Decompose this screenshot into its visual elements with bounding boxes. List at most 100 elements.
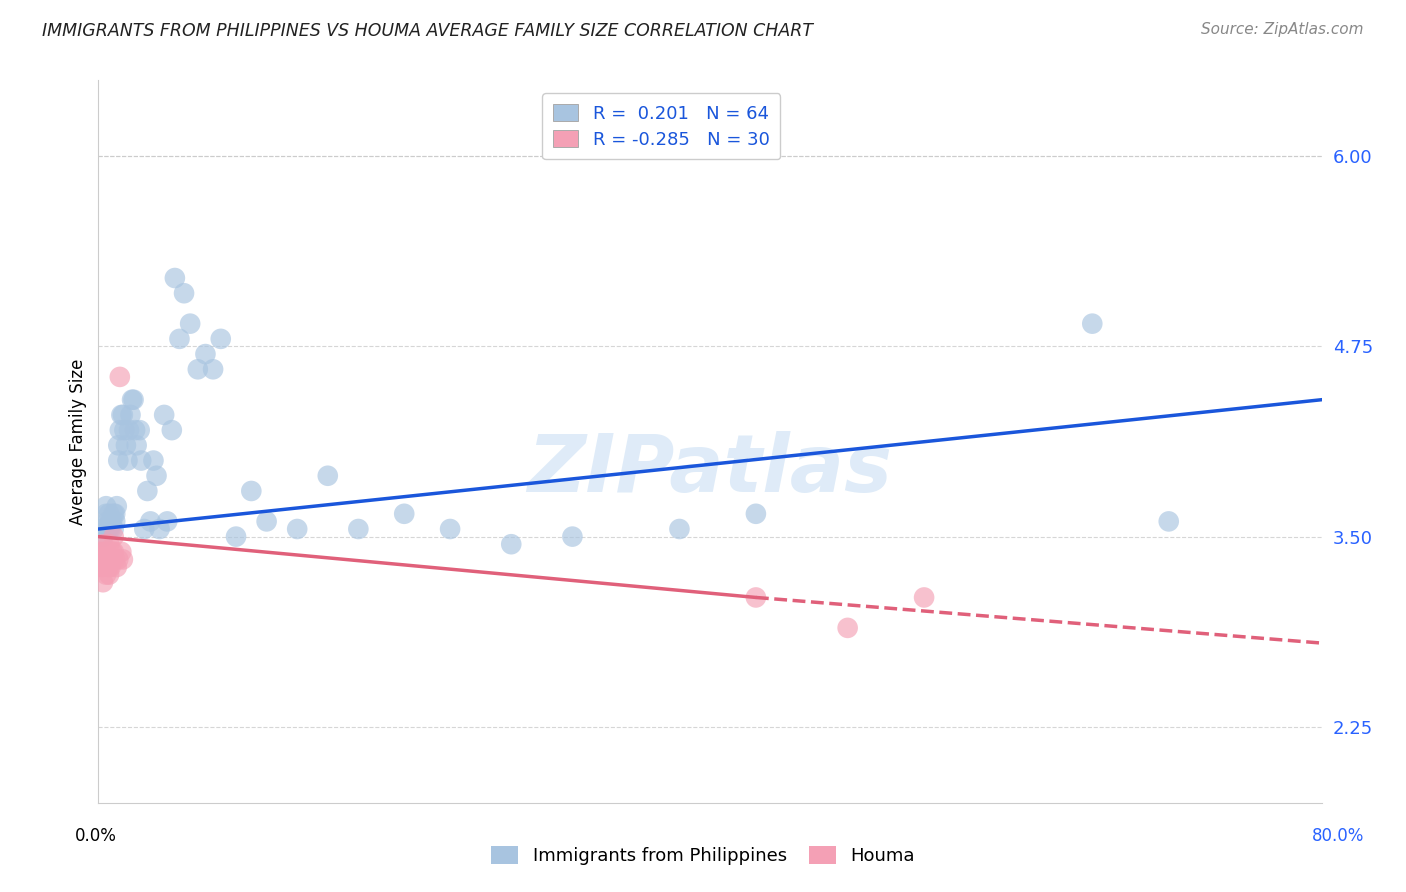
Point	[745, 507, 768, 521]
Point	[145, 468, 167, 483]
Point	[209, 332, 232, 346]
Point	[139, 515, 162, 529]
Point	[93, 552, 115, 566]
Point	[240, 483, 263, 498]
Point	[256, 515, 278, 529]
Point	[93, 522, 115, 536]
Point	[156, 515, 179, 529]
Point	[94, 552, 117, 566]
Text: 0.0%: 0.0%	[75, 827, 117, 845]
Point	[107, 438, 129, 452]
Point	[97, 560, 120, 574]
Point	[316, 468, 339, 483]
Point	[89, 545, 111, 559]
Point	[97, 515, 120, 529]
Point	[112, 423, 135, 437]
Point	[163, 271, 186, 285]
Point	[101, 552, 124, 566]
Legend: Immigrants from Philippines, Houma: Immigrants from Philippines, Houma	[484, 839, 922, 872]
Point	[97, 522, 120, 536]
Point	[98, 507, 121, 521]
Point	[108, 423, 131, 437]
Point	[1081, 317, 1104, 331]
Point	[103, 522, 125, 536]
Point	[100, 560, 122, 574]
Point	[94, 507, 117, 521]
Point	[103, 530, 125, 544]
Point	[179, 317, 201, 331]
Point	[149, 522, 172, 536]
Point	[104, 515, 127, 529]
Point	[134, 522, 156, 536]
Point	[110, 408, 132, 422]
Point	[90, 560, 112, 574]
Point	[104, 507, 127, 521]
Point	[90, 522, 112, 536]
Point	[142, 453, 165, 467]
Point	[94, 499, 117, 513]
Point	[100, 522, 122, 536]
Point	[501, 537, 523, 551]
Point	[912, 591, 935, 605]
Point	[91, 537, 114, 551]
Point	[122, 392, 145, 407]
Point	[128, 423, 150, 437]
Point	[668, 522, 690, 536]
Point	[103, 545, 125, 559]
Point	[173, 286, 195, 301]
Point	[347, 522, 370, 536]
Point	[745, 591, 768, 605]
Point	[101, 515, 124, 529]
Point	[187, 362, 209, 376]
Point	[439, 522, 461, 536]
Point	[97, 552, 120, 566]
Point	[153, 408, 176, 422]
Point	[110, 545, 132, 559]
Point	[107, 552, 129, 566]
Point	[100, 552, 122, 566]
Point	[225, 530, 247, 544]
Point	[124, 423, 146, 437]
Point	[91, 530, 114, 544]
Point	[392, 507, 416, 521]
Point	[105, 560, 128, 574]
Point	[94, 545, 117, 559]
Point	[115, 438, 138, 452]
Point	[202, 362, 225, 376]
Point	[98, 522, 121, 536]
Text: IMMIGRANTS FROM PHILIPPINES VS HOUMA AVERAGE FAMILY SIZE CORRELATION CHART: IMMIGRANTS FROM PHILIPPINES VS HOUMA AVE…	[42, 22, 813, 40]
Point	[111, 408, 134, 422]
Legend: R =  0.201   N = 64, R = -0.285   N = 30: R = 0.201 N = 64, R = -0.285 N = 30	[541, 93, 780, 160]
Point	[101, 545, 124, 559]
Point	[194, 347, 217, 361]
Point	[120, 408, 142, 422]
Point	[169, 332, 191, 346]
Point	[111, 552, 134, 566]
Point	[103, 507, 125, 521]
Point	[104, 552, 127, 566]
Point	[93, 545, 115, 559]
Point	[129, 453, 152, 467]
Point	[94, 567, 117, 582]
Point	[118, 423, 141, 437]
Point	[285, 522, 308, 536]
Point	[837, 621, 859, 635]
Point	[98, 567, 121, 582]
Point	[105, 499, 128, 513]
Point	[561, 530, 583, 544]
Text: Source: ZipAtlas.com: Source: ZipAtlas.com	[1201, 22, 1364, 37]
Point	[98, 560, 121, 574]
Point	[100, 515, 122, 529]
Point	[107, 453, 129, 467]
Point	[117, 453, 139, 467]
Point	[91, 560, 114, 574]
Point	[136, 483, 159, 498]
Point	[160, 423, 183, 437]
Point	[91, 575, 114, 590]
Point	[108, 370, 131, 384]
Point	[1157, 515, 1180, 529]
Y-axis label: Average Family Size: Average Family Size	[69, 359, 87, 524]
Point	[121, 392, 143, 407]
Point	[98, 537, 121, 551]
Point	[125, 438, 148, 452]
